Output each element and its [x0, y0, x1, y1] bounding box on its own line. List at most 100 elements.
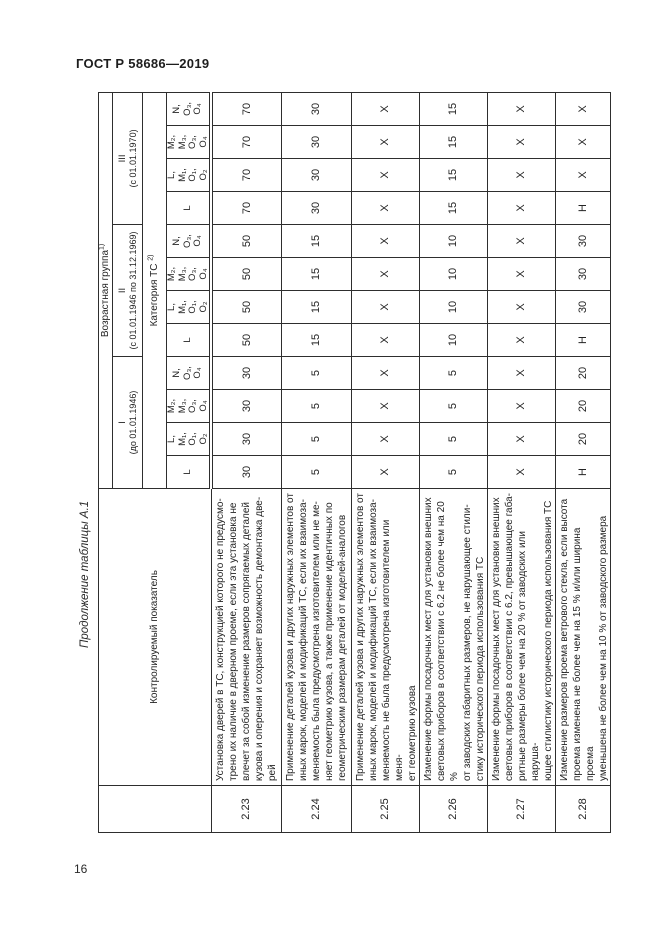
row-number-cell: 2.24	[281, 785, 351, 833]
value-cell: 10	[419, 290, 487, 324]
value-cell: 30	[281, 191, 351, 225]
value-cell: Х	[351, 191, 419, 225]
table-row: 2.25 Применение деталей кузова и других …	[351, 92, 419, 833]
value-cell: 5	[281, 356, 351, 390]
value-cell: Х	[487, 455, 555, 489]
indicator-column-header: Контролируемый показатель	[98, 488, 211, 786]
category-footnote-marker: 2)	[147, 254, 155, 261]
group-header-1: I (до 01.01.1946)	[112, 356, 143, 489]
value-cell: Х	[351, 356, 419, 390]
value-cell: 5	[281, 455, 351, 489]
value-cell: 70	[211, 191, 281, 225]
page-number: 16	[74, 862, 88, 876]
value-cell: 10	[419, 323, 487, 357]
category-cell-g2-L: L	[166, 323, 211, 357]
row-number-cell: 2.26	[419, 785, 487, 833]
age-group-footnote-marker: 1)	[98, 243, 106, 250]
value-cell: Х	[487, 323, 555, 357]
value-cell: 70	[211, 92, 281, 126]
value-cell: 30	[211, 455, 281, 489]
value-cell: Н	[555, 191, 610, 225]
value-cell: 5	[419, 455, 487, 489]
group-header-2: II (с 01.01.1946 по 31.12.1969)	[112, 224, 143, 357]
value-cell: Х	[487, 257, 555, 291]
value-cell: Х	[351, 389, 419, 423]
row-number-cell: 2.27	[487, 785, 555, 833]
group-header-3: III (с 01.01.1970)	[112, 92, 143, 225]
value-cell: 5	[419, 422, 487, 456]
value-cell: 20	[555, 356, 610, 390]
value-cell: Х	[487, 389, 555, 423]
value-cell: 20	[555, 422, 610, 456]
category-cell-g2-M2M3O3O4: M₂, M₃, O₃, O₄	[166, 257, 211, 291]
row-number-cell: 2.28	[555, 785, 610, 833]
category-cell-g3-L: L	[166, 191, 211, 225]
value-cell: 30	[555, 257, 610, 291]
row-number-cell: 2.25	[351, 785, 419, 833]
group-1-number: I	[116, 421, 128, 424]
category-header: Категория ТС 2)	[142, 92, 167, 489]
value-cell: 15	[419, 92, 487, 126]
value-cell: Н	[555, 455, 610, 489]
category-cell-g3-NO3O4: N, O₃, O₄	[166, 92, 211, 126]
indicator-cell: Установка дверей в ТС, конструкцией кото…	[211, 488, 281, 786]
value-cell: 70	[211, 125, 281, 159]
value-cell: 70	[211, 158, 281, 192]
value-cell: 30	[211, 356, 281, 390]
category-cell-g1-NO3O4: N, O₃, O₄	[166, 356, 211, 390]
value-cell: 50	[211, 323, 281, 357]
value-cell: Х	[555, 158, 610, 192]
value-cell: 30	[211, 422, 281, 456]
category-cell-g3-M2M3O3O4: M₂, M₃, O₃, O₄	[166, 125, 211, 159]
value-cell: Н	[555, 323, 610, 357]
value-cell: Х	[487, 125, 555, 159]
value-cell: 10	[419, 224, 487, 258]
group-2-number: II	[116, 287, 128, 294]
value-cell: Х	[487, 356, 555, 390]
category-cell-g2-NO3O4: N, O₃, O₄	[166, 224, 211, 258]
table-caption: Продолжение таблицы А.1	[79, 500, 91, 648]
value-cell: 5	[281, 389, 351, 423]
value-cell: Х	[351, 323, 419, 357]
indicator-header-label: Контролируемый показатель	[149, 570, 161, 704]
group-3-number: III	[116, 154, 128, 163]
value-cell: Х	[487, 92, 555, 126]
age-group-label: Возрастная группа	[100, 249, 111, 338]
value-cell: 30	[281, 158, 351, 192]
age-group-header: Возрастная группа1)	[98, 92, 113, 489]
value-cell: 15	[419, 158, 487, 192]
value-cell: 5	[281, 422, 351, 456]
value-cell: 30	[281, 125, 351, 159]
value-cell: 50	[211, 224, 281, 258]
group-1-dates: (до 01.01.1946)	[127, 390, 138, 455]
value-cell: 30	[211, 389, 281, 423]
value-cell: 20	[555, 389, 610, 423]
value-cell: 15	[281, 323, 351, 357]
document-header: ГОСТ Р 58686—2019	[76, 56, 210, 71]
value-cell: Х	[351, 158, 419, 192]
table-row: 2.28 Изменение размеров проема ветрового…	[555, 92, 610, 833]
value-cell: 15	[281, 290, 351, 324]
value-cell: Х	[351, 125, 419, 159]
value-cell: 15	[281, 257, 351, 291]
table-row: 2.23 Установка дверей в ТС, конструкцией…	[211, 92, 281, 833]
category-cell-g1-L: L	[166, 455, 211, 489]
value-cell: Х	[487, 290, 555, 324]
value-cell: Х	[351, 92, 419, 126]
table-row: 2.27 Изменение формы посадочных мест для…	[487, 92, 555, 833]
value-cell: 15	[419, 191, 487, 225]
indicator-cell: Изменение размеров проема ветрового стек…	[555, 488, 610, 786]
value-cell: Х	[351, 257, 419, 291]
category-cell-g1-M2M3O3O4: M₂, M₃, O₃, O₄	[166, 389, 211, 423]
value-cell: Х	[487, 158, 555, 192]
category-cell-g1-LM1O1O2: L, M₁, O₁, O₂	[166, 422, 211, 456]
category-cell-g3-LM1O1O2: L, M₁, O₁, O₂	[166, 158, 211, 192]
indicator-cell: Применение деталей кузова и других наруж…	[351, 488, 419, 786]
value-cell: Х	[555, 92, 610, 126]
value-cell: 15	[419, 125, 487, 159]
value-cell: Х	[351, 422, 419, 456]
rotated-table-area: Контролируемый показатель Возрастная гру…	[98, 91, 611, 833]
value-cell: 30	[555, 224, 610, 258]
table-row: 2.26 Изменение формы посадочных мест для…	[419, 92, 487, 833]
